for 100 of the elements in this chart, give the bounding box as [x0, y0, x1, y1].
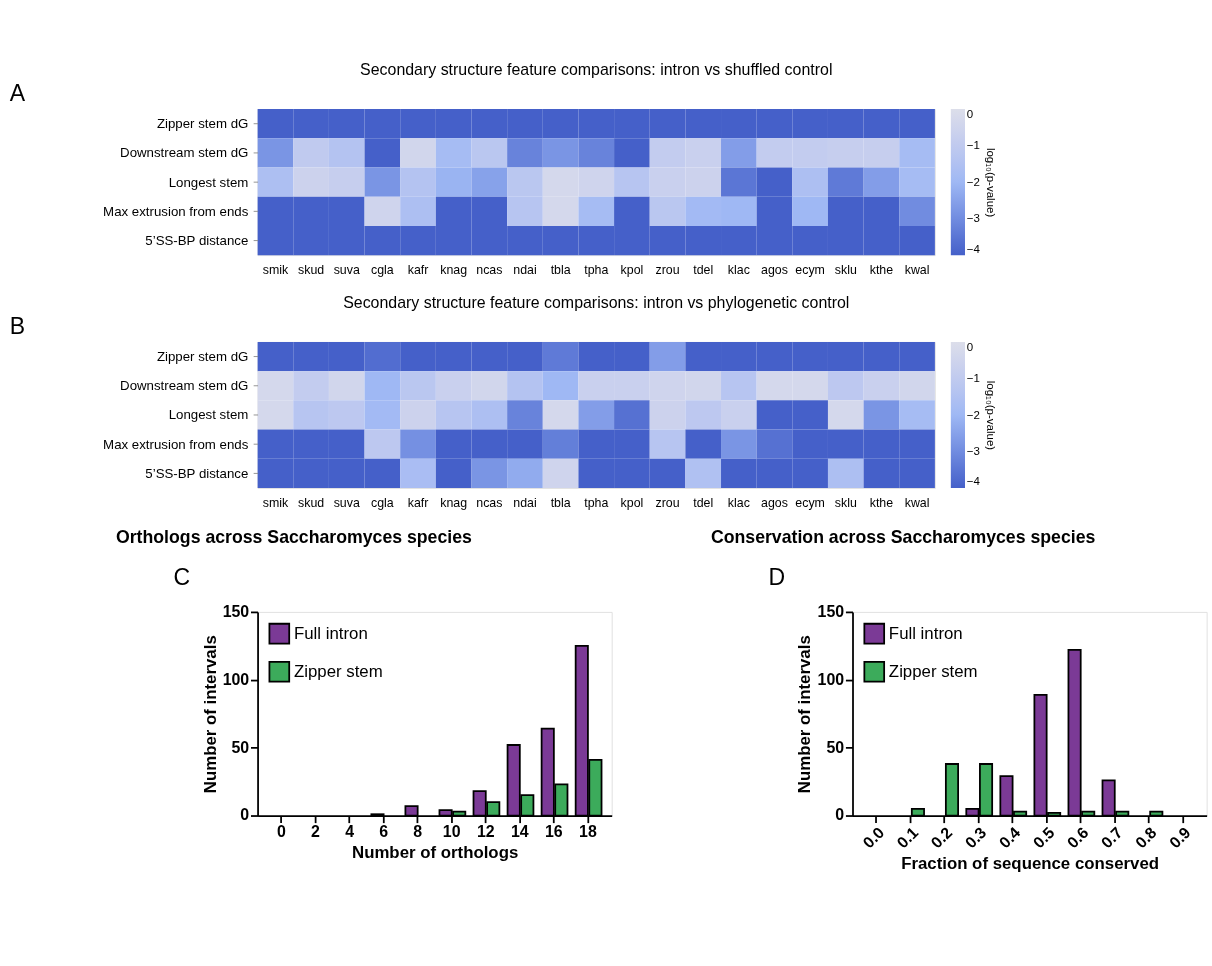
x-tick-label: ndai	[513, 496, 537, 511]
x-tick-label: 0.4	[995, 823, 1024, 852]
x-tick-label: 10	[442, 823, 461, 841]
x-tick-label: 0.0	[859, 823, 888, 852]
y-tick-label: 5’SS-BP distance	[145, 465, 249, 481]
x-tick-label: zrou	[655, 263, 680, 278]
x-tick-label: suva	[333, 496, 360, 511]
y-tick-label: Zipper stem dG	[156, 348, 249, 364]
y-tick-label: Longest stem	[168, 174, 249, 190]
y-tick-label: 100	[817, 670, 845, 688]
color-bar-label: −4	[966, 475, 981, 488]
y-tick-label: 0	[835, 806, 845, 824]
x-tick-label: kthe	[869, 496, 894, 511]
y-tick-label: 100	[222, 670, 250, 688]
x-tick-label: agos	[761, 263, 788, 278]
y-tick-label: 50	[231, 738, 250, 756]
text: B	[9, 312, 26, 339]
x-tick-label: kwal	[904, 263, 930, 278]
x-tick-label: kafr	[407, 263, 429, 278]
legend-label: Zipper stem	[293, 662, 383, 682]
y-tick-label: 150	[222, 602, 250, 620]
x-tick-label: 0.5	[1029, 823, 1058, 852]
x-tick-label: klac	[727, 496, 750, 511]
x-tick-label: 0.2	[927, 823, 956, 852]
x-tick-label: tbla	[550, 496, 571, 511]
x-tick-label: 0.1	[893, 823, 922, 852]
x-tick-label: kpol	[620, 496, 644, 511]
x-tick-label: tbla	[550, 263, 571, 278]
x-tick-label: 18	[579, 823, 597, 841]
text: A	[9, 80, 26, 107]
x-tick-label: smik	[262, 496, 289, 511]
x-tick-label: 8	[413, 823, 423, 841]
y-tick-label: Max extrusion from ends	[103, 203, 249, 219]
color-bar-label: −1	[966, 372, 980, 384]
y-tick-label: Downstream stem dG	[120, 145, 249, 161]
y-tick-label: Longest stem	[168, 407, 249, 423]
y-tick-label: 50	[826, 738, 845, 756]
x-tick-label: 6	[379, 823, 389, 841]
legend-label: Full intron	[888, 623, 963, 643]
chart-title: Orthologs across Saccharomyces species	[115, 526, 473, 547]
y-tick-label: Downstream stem dG	[120, 378, 249, 394]
x-tick-label: knag	[440, 496, 468, 511]
x-tick-label: 16	[545, 823, 563, 841]
x-tick-label: tdel	[693, 263, 714, 278]
x-tick-label: tpha	[584, 496, 609, 511]
color-bar-label: 0	[966, 340, 974, 353]
x-tick-label: 0.9	[1166, 823, 1194, 852]
x-tick-label: 0.3	[961, 823, 990, 852]
color-bar-label: −3	[966, 212, 980, 225]
x-tick-label: 4	[345, 823, 355, 841]
x-tick-label: suva	[333, 263, 360, 278]
chart-title: Secondary structure feature comparisons: intron vs shuffled control	[360, 61, 833, 79]
x-tick-label: kwal	[904, 496, 930, 511]
x-axis-title: Number of orthologs	[352, 842, 519, 862]
chart-title: Conservation across Saccharomyces species	[710, 526, 1096, 547]
x-tick-label: 0.7	[1097, 823, 1126, 852]
x-tick-label: ecym	[795, 496, 825, 511]
legend-label: Full intron	[293, 623, 368, 643]
text: C	[173, 563, 191, 590]
x-tick-label: 2	[311, 823, 321, 841]
color-bar-label: −1	[966, 139, 980, 152]
x-tick-label: 0.6	[1063, 823, 1092, 852]
x-axis-title: Fraction of sequence conserved	[901, 853, 1159, 873]
x-tick-label: skud	[298, 496, 325, 511]
x-tick-label: zrou	[655, 496, 680, 511]
color-bar-label: 0	[966, 107, 974, 120]
x-tick-label: agos	[761, 496, 788, 511]
x-tick-label: tpha	[584, 263, 609, 278]
x-tick-label: ncas	[476, 263, 503, 278]
x-tick-label: tdel	[693, 496, 714, 511]
color-bar-title: log₁₀(p-value)	[985, 380, 998, 451]
y-axis-title: Number of intervals	[795, 635, 815, 794]
x-tick-label: skud	[298, 263, 325, 278]
x-tick-label: kafr	[407, 496, 429, 511]
x-tick-label: sklu	[834, 496, 857, 511]
color-bar-title: log₁₀(p-value)	[985, 147, 998, 218]
y-tick-label: Zipper stem dG	[156, 116, 249, 132]
y-axis-title: Number of intervals	[200, 635, 220, 794]
x-tick-label: klac	[727, 263, 750, 278]
x-tick-label: 12	[476, 823, 495, 841]
y-tick-label: 0	[240, 806, 250, 824]
x-tick-label: sklu	[834, 263, 857, 278]
y-tick-label: Max extrusion from ends	[103, 436, 249, 452]
x-tick-label: smik	[262, 263, 289, 278]
x-tick-label: cgla	[371, 263, 394, 278]
color-bar-label: −4	[966, 242, 981, 255]
y-tick-label: 5’SS-BP distance	[145, 233, 249, 248]
x-tick-label: ecym	[795, 263, 825, 278]
x-tick-label: 0	[277, 823, 287, 841]
x-tick-label: 14	[510, 823, 529, 841]
x-tick-label: knag	[440, 263, 468, 278]
legend-label: Zipper stem	[888, 662, 978, 682]
x-tick-label: kthe	[869, 263, 894, 278]
x-tick-label: ncas	[476, 496, 503, 511]
text: D	[768, 563, 786, 590]
chart-title: Secondary structure feature comparisons: intron vs phylogenetic control	[343, 294, 850, 312]
x-tick-label: cgla	[371, 496, 394, 511]
color-bar-label: −2	[966, 175, 980, 188]
color-bar-label: −2	[966, 408, 980, 421]
x-tick-label: kpol	[620, 263, 644, 278]
